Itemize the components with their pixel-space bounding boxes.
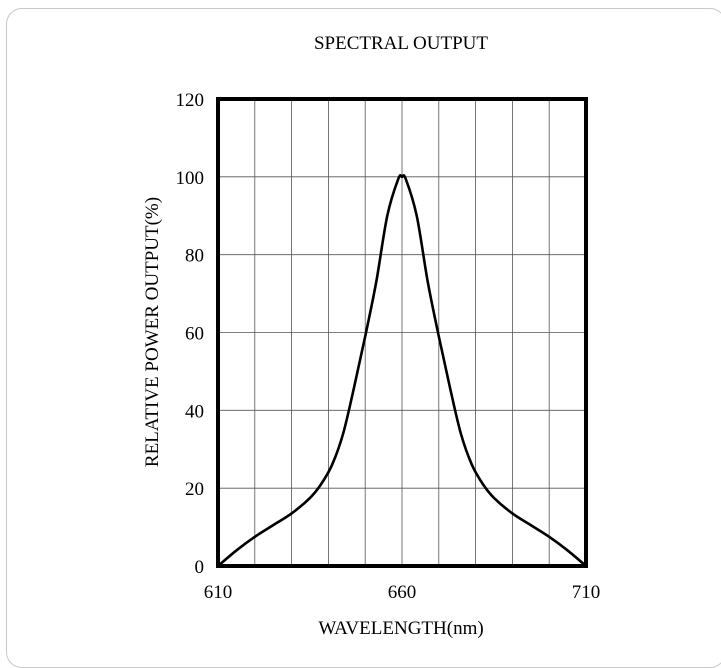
series-line — [217, 174, 587, 567]
x-tick-label: 660 — [388, 582, 417, 603]
x-tick-labels: 610 660 710 — [204, 582, 601, 603]
chart-card — [6, 8, 721, 668]
y-tick-label: 120 — [176, 90, 205, 111]
x-tick-label: 610 — [204, 582, 233, 603]
y-tick-label: 80 — [185, 246, 204, 267]
x-tick-label: 710 — [572, 582, 601, 603]
y-tick-label: 40 — [185, 401, 204, 422]
x-axis-label: WAVELENGTH(nm) — [318, 618, 483, 639]
plot-border — [216, 97, 588, 568]
y-tick-label: 0 — [195, 557, 205, 578]
y-tick-label: 20 — [185, 479, 204, 500]
y-tick-labels: 0 20 40 60 80 100 120 — [176, 90, 205, 578]
series-layer — [217, 174, 587, 567]
y-tick-label: 100 — [176, 168, 205, 189]
y-tick-label: 60 — [185, 324, 204, 345]
y-axis-label: RELATIVE POWER OUTPUT(%) — [142, 197, 163, 467]
chart-title: SPECTRAL OUTPUT — [314, 33, 488, 54]
grid-layer — [218, 99, 586, 566]
plot-frame — [216, 97, 588, 568]
